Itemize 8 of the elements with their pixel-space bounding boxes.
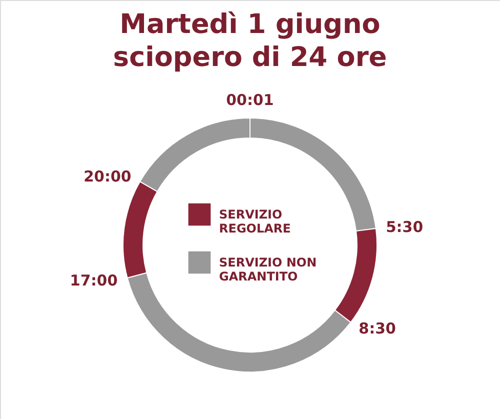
legend-label: SERVIZIO NON GARANTITO [219, 256, 317, 284]
text: 20:00 [84, 168, 132, 186]
text: 8:30 [358, 319, 396, 338]
text: 00:01 [226, 91, 274, 109]
legend-label: SERVIZIO REGOLARE [219, 208, 291, 236]
chart-title: Martedì 1 giugno sciopero di 24 ore [113, 9, 387, 73]
text: 17:00 [70, 271, 118, 290]
text: 5:30 [386, 218, 424, 236]
